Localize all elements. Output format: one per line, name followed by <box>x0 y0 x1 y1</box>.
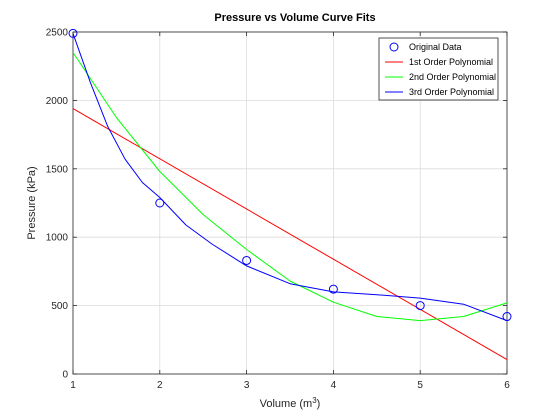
legend-box <box>378 37 499 101</box>
x-tick-label: 3 <box>244 380 250 391</box>
x-tick-label: 2 <box>157 380 163 391</box>
y-tick-label: 2500 <box>46 28 69 39</box>
y-tick-label: 0 <box>62 370 68 381</box>
y-tick-label: 1000 <box>46 233 69 244</box>
data-point <box>155 198 165 208</box>
series-layer <box>68 28 512 361</box>
x-tick-label: 5 <box>417 380 423 391</box>
legend-label-3rd-order: 3rd Order Polynomial <box>409 87 494 97</box>
data-point <box>328 284 338 294</box>
data-point <box>68 28 78 38</box>
data-point <box>415 301 425 311</box>
x-tick-label: 4 <box>331 380 337 391</box>
legend-marker-original-data <box>389 42 399 52</box>
legend-label-original-data: Original Data <box>409 42 462 52</box>
x-tick-label: 6 <box>504 380 510 391</box>
chart-title: Pressure vs Volume Curve Fits <box>214 12 375 24</box>
legend: Original Data 1st Order Polynomial 2nd O… <box>378 37 499 101</box>
plot-area <box>72 31 508 375</box>
legend-label-2nd-order: 2nd Order Polynomial <box>409 72 496 82</box>
series-line-1st-order-polynomial <box>72 108 508 361</box>
y-axis-label: Pressure (kPa) <box>26 166 38 239</box>
y-tick-label: 500 <box>51 301 68 312</box>
grid <box>72 31 508 375</box>
series-line-3rd-order-polynomial <box>72 33 508 322</box>
series-line-2nd-order-polynomial <box>72 52 508 322</box>
x-axis-label: Volume (m3) <box>260 396 321 410</box>
axes-ticks: 1 2 3 4 5 6 0 500 1000 1500 2000 2500 <box>46 28 510 392</box>
data-point <box>502 312 512 322</box>
y-tick-label: 1500 <box>46 164 69 175</box>
x-tick-label: 1 <box>70 380 76 391</box>
data-point <box>242 255 252 265</box>
legend-label-1st-order: 1st Order Polynomial <box>409 57 493 67</box>
y-tick-label: 2000 <box>46 96 69 107</box>
